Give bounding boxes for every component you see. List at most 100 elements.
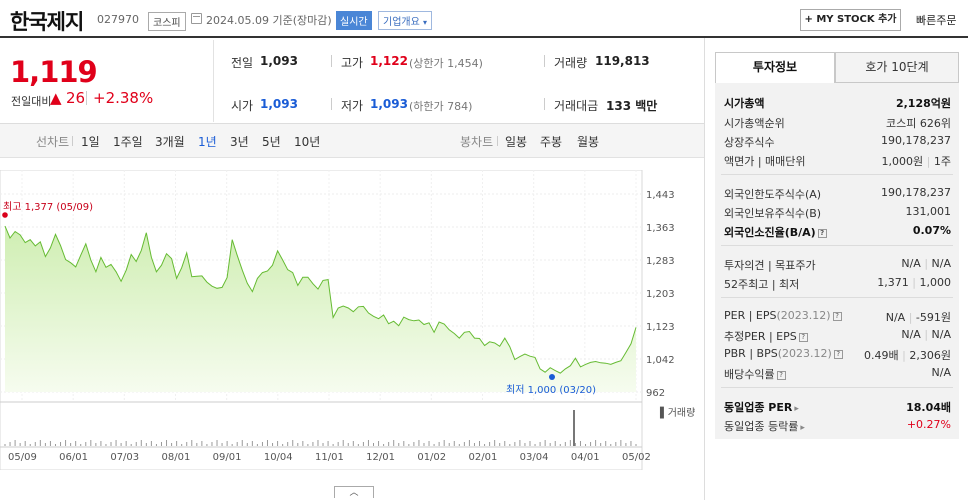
volume-bar [80, 444, 82, 446]
volume-bar [140, 440, 142, 446]
volume-bar [615, 442, 617, 446]
realtime-button[interactable]: 실시간 [336, 11, 372, 30]
tab-candle-chart[interactable]: 봉차트 [460, 135, 494, 149]
x-tick-label: 09/01 [213, 452, 242, 463]
volume-bar [322, 443, 324, 446]
tab-monthly[interactable]: 월봉 [577, 135, 600, 149]
volume-bar [145, 443, 147, 446]
volume-bar [357, 444, 359, 446]
volume-bar [489, 442, 491, 446]
volume-bar [166, 440, 168, 446]
x-tick-label: 05/09 [8, 452, 37, 463]
tab-5y[interactable]: 5년 [262, 135, 281, 149]
low-marker [549, 374, 555, 380]
market-badge: 코스피 [148, 12, 186, 31]
per-eps-label: PER | EPS(2023.12)? [724, 309, 842, 322]
help-icon[interactable]: ? [817, 229, 827, 238]
volume-bar [231, 444, 233, 446]
volume-bar [206, 444, 208, 446]
pbr-bps-value: 0.49배 | 2,306원 [864, 349, 951, 362]
volume-bar [307, 444, 309, 446]
volume-bar [171, 443, 173, 446]
sector-per-value: 18.04배 [906, 401, 951, 414]
my-stock-add-button[interactable]: + MY STOCK 추가 [800, 9, 901, 31]
help-icon[interactable]: ? [833, 350, 843, 359]
help-icon[interactable]: ? [798, 333, 808, 342]
volume-bar [393, 440, 395, 446]
tab-10y[interactable]: 10년 [294, 135, 321, 149]
volume-bar [352, 441, 354, 446]
volume-bar [90, 440, 92, 446]
tab-daily[interactable]: 일봉 [505, 135, 528, 149]
volume-bar [95, 443, 97, 446]
tab-line-chart[interactable]: 선차트 [36, 135, 70, 149]
par-unit-value: 1,000원 | 1주 [881, 155, 951, 168]
stock-header: 한국제지 027970 코스피 2024.05.09 기준(장마감) 실시간 기… [0, 0, 968, 38]
market-cap-value: 2,128억원 [895, 97, 951, 110]
tab-1d[interactable]: 1일 [81, 135, 100, 149]
volume-bar [287, 442, 289, 446]
price-area [5, 226, 636, 392]
chart-collapse-button[interactable]: ︿ [334, 486, 374, 498]
up-arrow-icon: ▲ [50, 89, 62, 107]
tab-investment-info[interactable]: 투자정보 [715, 52, 835, 83]
open-label: 시가 [231, 99, 254, 113]
volume-bar [534, 444, 536, 446]
volume-bar [19, 443, 21, 446]
volume-bar [398, 443, 400, 446]
volume-bar [85, 442, 87, 446]
volume-bar [514, 442, 516, 446]
change-value: 26 [66, 89, 86, 107]
volume-bar [453, 441, 455, 446]
market-cap-label: 시가총액 [724, 97, 765, 110]
week52-label: 52주최고 | 최저 [724, 278, 800, 291]
lower-limit: (하한가 784) [409, 100, 473, 113]
sector-rate-label[interactable]: 동일업종 등락률 ▸ [724, 420, 805, 433]
volume-bar [635, 444, 637, 446]
x-tick-label: 05/02 [622, 452, 651, 463]
sector-rate-value: +0.27% [906, 418, 951, 431]
tab-1w[interactable]: 1주일 [113, 135, 143, 149]
opinion-value: N/A | N/A [901, 257, 951, 270]
quick-order-button[interactable]: 빠른주문 [916, 14, 957, 27]
price-chart[interactable]: 1,443 1,363 1,283 1,203 1,123 1,042 962 05/09 06… [0, 170, 704, 470]
high-annotation: 최고 1,377 (05/09) [3, 201, 93, 213]
volume-bar [347, 443, 349, 446]
volume-bar [473, 443, 475, 446]
volume-bar [423, 443, 425, 446]
volume-bar [433, 444, 435, 446]
x-tick-label: 02/01 [469, 452, 498, 463]
volume-bar [196, 443, 198, 446]
divider [86, 91, 87, 105]
volume-bar [499, 443, 501, 446]
volume-bar [125, 441, 127, 446]
tab-3m[interactable]: 3개월 [155, 135, 185, 149]
company-info-dropdown[interactable]: 기업개요 ▾ [378, 11, 433, 30]
change-percent: +2.38% [93, 89, 154, 107]
shares-label: 상장주식수 [724, 136, 775, 149]
volume-bar [317, 440, 319, 446]
volume-bar [256, 444, 258, 446]
x-tick-label: 08/01 [162, 452, 191, 463]
volume-bar [438, 442, 440, 446]
volume-bar [574, 443, 576, 446]
volume-bar [186, 442, 188, 446]
help-icon[interactable]: ? [832, 312, 842, 321]
volume-bar [226, 441, 228, 446]
x-tick-label: 07/03 [110, 452, 139, 463]
tab-3y[interactable]: 3년 [230, 135, 249, 149]
volume-bar [150, 441, 152, 446]
volume-bar [463, 442, 465, 446]
rank-value: 코스피 626위 [886, 117, 951, 130]
volume-bar [75, 441, 77, 446]
tab-order-book[interactable]: 호가 10단계 [835, 52, 959, 83]
tab-1y[interactable]: 1년 [198, 135, 217, 149]
volume-bar [544, 440, 546, 446]
y-tick-label: 962 [646, 388, 665, 399]
volume-bar [337, 442, 339, 446]
sector-per-label[interactable]: 동일업종 PER ▸ [724, 401, 799, 414]
volume-bar [49, 441, 51, 446]
volume-bar [524, 443, 526, 446]
help-icon[interactable]: ? [776, 371, 786, 380]
tab-weekly[interactable]: 주봉 [540, 135, 563, 149]
